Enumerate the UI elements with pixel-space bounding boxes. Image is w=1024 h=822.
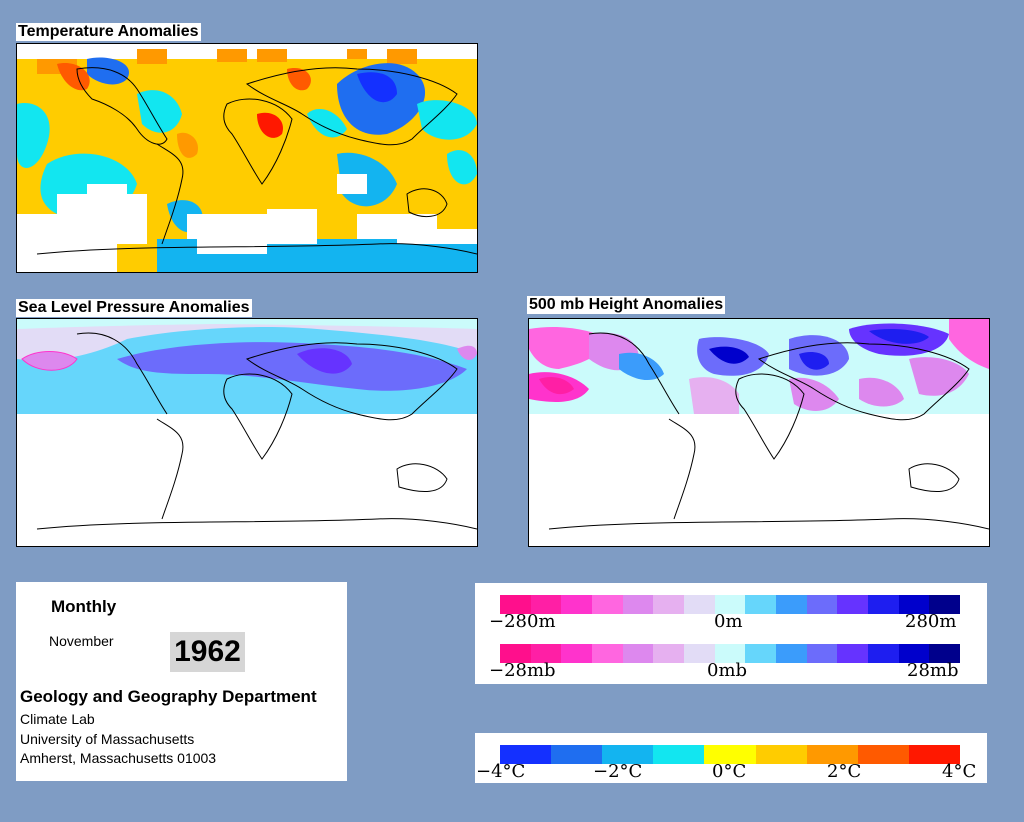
color-swatch-3	[592, 644, 623, 663]
height-map-title: 500 mb Height Anomalies	[527, 296, 726, 314]
color-swatch-6	[684, 595, 715, 614]
pressure-max-label: 28mb	[907, 660, 959, 681]
color-swatch-5	[755, 745, 807, 764]
info-panel: Monthly November 1962 Geology and Geogra…	[16, 582, 347, 781]
color-swatch-11	[837, 595, 869, 614]
height-mid-label: 0m	[714, 611, 743, 632]
color-swatch-6	[806, 745, 858, 764]
color-swatch-5	[653, 644, 685, 663]
color-swatch-1	[530, 595, 562, 614]
height-min-label: −280m	[489, 611, 556, 632]
month-label: November	[49, 633, 114, 649]
temp-label-minus4: −4°C	[476, 761, 526, 782]
color-swatch-4	[622, 595, 654, 614]
temperature-map-title: Temperature Anomalies	[16, 23, 201, 41]
color-swatch-10	[806, 595, 838, 614]
period-label: Monthly	[51, 597, 117, 616]
height-max-label: 280m	[905, 611, 957, 632]
color-swatch-4	[704, 745, 756, 764]
year-display: 1962	[170, 632, 245, 672]
slp-map-title: Sea Level Pressure Anomalies	[16, 299, 252, 317]
anomaly-legend: −280m 0m 280m −28mb 0mb 28mb	[475, 583, 987, 684]
color-swatch-11	[837, 644, 869, 663]
color-swatch-10	[806, 644, 838, 663]
color-swatch-4	[622, 644, 654, 663]
color-swatch-0	[500, 745, 552, 764]
color-swatch-6	[684, 644, 715, 663]
color-swatch-8	[745, 595, 777, 614]
color-swatch-2	[561, 644, 593, 663]
color-swatch-12	[868, 595, 899, 614]
color-swatch-7	[714, 644, 746, 663]
color-swatch-0	[500, 644, 531, 663]
pressure-mid-label: 0mb	[707, 660, 748, 681]
color-swatch-12	[868, 644, 899, 663]
temperature-anomaly-map	[16, 43, 478, 273]
pressure-min-label: −28mb	[489, 660, 556, 681]
color-swatch-8	[745, 644, 777, 663]
color-swatch-14	[929, 595, 961, 614]
color-swatch-9	[776, 595, 807, 614]
color-swatch-2	[561, 595, 593, 614]
color-swatch-8	[908, 745, 960, 764]
color-swatch-13	[898, 644, 930, 663]
color-swatch-3	[653, 745, 705, 764]
department-name: Geology and Geography Department	[20, 687, 317, 706]
temp-label-minus2: −2°C	[593, 761, 643, 782]
color-swatch-0	[500, 595, 531, 614]
color-swatch-1	[551, 745, 603, 764]
color-swatch-7	[857, 745, 909, 764]
sea-level-pressure-anomaly-map	[16, 318, 478, 547]
address-line-2: University of Massachusetts	[20, 731, 195, 747]
temp-label-4: 4°C	[942, 761, 977, 782]
temp-label-0: 0°C	[712, 761, 747, 782]
color-swatch-13	[898, 595, 930, 614]
temp-label-2: 2°C	[827, 761, 862, 782]
color-swatch-1	[530, 644, 562, 663]
pressure-color-scale	[500, 644, 961, 663]
address-line-1: Climate Lab	[20, 711, 95, 727]
color-swatch-3	[592, 595, 623, 614]
temperature-color-scale	[500, 745, 960, 764]
height-500mb-anomaly-map	[528, 318, 990, 547]
color-swatch-2	[602, 745, 654, 764]
address-line-3: Amherst, Massachusetts 01003	[20, 750, 217, 766]
height-color-scale	[500, 595, 961, 614]
color-swatch-7	[714, 595, 746, 614]
color-swatch-14	[929, 644, 961, 663]
color-swatch-9	[776, 644, 807, 663]
color-swatch-5	[653, 595, 685, 614]
temperature-legend: −4°C −2°C 0°C 2°C 4°C	[475, 733, 987, 783]
